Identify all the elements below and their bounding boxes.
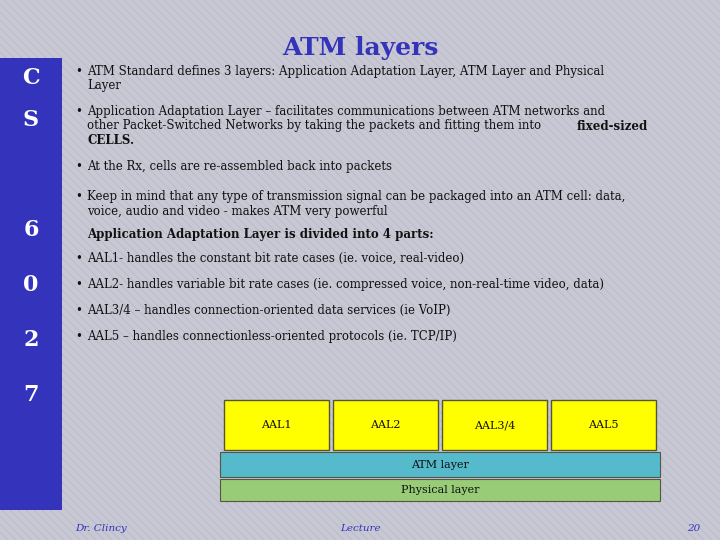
Text: Physical layer: Physical layer: [401, 485, 480, 495]
Text: C: C: [22, 67, 40, 89]
Bar: [551, 400, 656, 450]
Text: •: •: [75, 252, 82, 265]
Bar: [220, 452, 660, 477]
Bar: [333, 400, 438, 450]
Text: •: •: [75, 304, 82, 317]
Text: •: •: [75, 160, 82, 173]
Text: 20: 20: [687, 524, 700, 533]
Text: Keep in mind that any type of transmission signal can be packaged into an ATM ce: Keep in mind that any type of transmissi…: [87, 190, 626, 203]
Text: AAL2: AAL2: [370, 420, 401, 430]
Text: Application Adaptation Layer – facilitates communications between ATM networks a: Application Adaptation Layer – facilitat…: [87, 105, 605, 118]
Bar: [224, 400, 329, 450]
Bar: [0, 58, 62, 510]
Text: fixed-sized: fixed-sized: [577, 119, 648, 132]
Text: AAL5 – handles connectionless-oriented protocols (ie. TCP/IP): AAL5 – handles connectionless-oriented p…: [87, 330, 457, 343]
Text: •: •: [75, 330, 82, 343]
Text: •: •: [75, 190, 82, 203]
Text: 2: 2: [23, 329, 39, 351]
Text: voice, audio and video - makes ATM very powerful: voice, audio and video - makes ATM very …: [87, 205, 387, 218]
Text: CELLS.: CELLS.: [87, 134, 134, 147]
Text: other Packet-Switched Networks by taking the packets and fitting them into: other Packet-Switched Networks by taking…: [87, 119, 545, 132]
Text: AAL3/4: AAL3/4: [474, 420, 516, 430]
Text: AAL1- handles the constant bit rate cases (ie. voice, real-video): AAL1- handles the constant bit rate case…: [87, 252, 464, 265]
Text: S: S: [23, 109, 39, 131]
Text: 6: 6: [23, 219, 39, 241]
Text: Layer: Layer: [87, 79, 121, 92]
Text: •: •: [75, 278, 82, 291]
Text: Application Adaptation Layer is divided into 4 parts:: Application Adaptation Layer is divided …: [87, 228, 433, 241]
Bar: [442, 400, 547, 450]
Text: AAL1: AAL1: [261, 420, 292, 430]
Text: Lecture: Lecture: [340, 524, 380, 533]
Text: 0: 0: [23, 274, 39, 296]
Text: ATM layer: ATM layer: [411, 460, 469, 469]
Text: At the Rx, cells are re-assembled back into packets: At the Rx, cells are re-assembled back i…: [87, 160, 392, 173]
Text: AAL2- handles variable bit rate cases (ie. compressed voice, non-real-time video: AAL2- handles variable bit rate cases (i…: [87, 278, 604, 291]
Text: 7: 7: [23, 384, 39, 406]
Bar: [220, 479, 660, 501]
Text: •: •: [75, 105, 82, 118]
Text: •: •: [75, 65, 82, 78]
Text: AAL3/4 – handles connection-oriented data services (ie VoIP): AAL3/4 – handles connection-oriented dat…: [87, 304, 451, 317]
Text: AAL5: AAL5: [588, 420, 618, 430]
Text: Dr. Clincy: Dr. Clincy: [75, 524, 127, 533]
Text: ATM layers: ATM layers: [282, 36, 438, 60]
Text: ATM Standard defines 3 layers: Application Adaptation Layer, ATM Layer and Physi: ATM Standard defines 3 layers: Applicati…: [87, 65, 604, 78]
